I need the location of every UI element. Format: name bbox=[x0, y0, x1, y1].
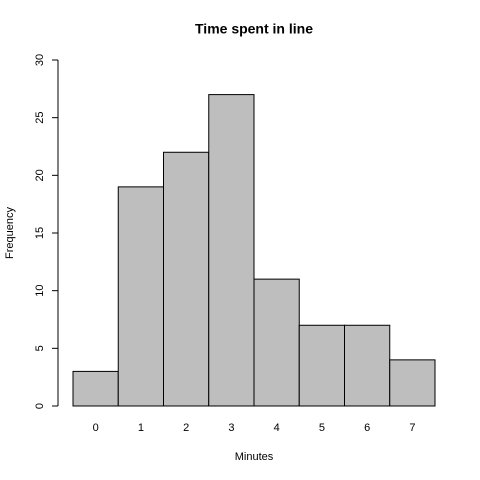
bar bbox=[163, 151, 210, 407]
x-tick-label: 5 bbox=[319, 422, 325, 434]
y-tick-label: 15 bbox=[34, 227, 46, 239]
y-tick-label: 30 bbox=[34, 54, 46, 66]
chart-title: Time spent in line bbox=[195, 21, 313, 37]
bar bbox=[208, 94, 255, 407]
bar bbox=[253, 278, 300, 407]
bar bbox=[389, 359, 436, 407]
x-tick-label: 2 bbox=[183, 422, 189, 434]
x-tick-label: 3 bbox=[228, 422, 234, 434]
y-axis-label: Frequency bbox=[4, 207, 16, 259]
y-tick-label: 0 bbox=[34, 403, 46, 409]
y-tick-label: 20 bbox=[34, 169, 46, 181]
x-tick-label: 4 bbox=[274, 422, 280, 434]
x-tick-label: 1 bbox=[138, 422, 144, 434]
bar bbox=[117, 186, 164, 407]
bar bbox=[298, 324, 345, 407]
x-tick-label: 6 bbox=[364, 422, 370, 434]
bar bbox=[344, 324, 391, 407]
x-axis-label: Minutes bbox=[235, 451, 274, 463]
bar bbox=[72, 370, 119, 407]
x-tick-label: 7 bbox=[409, 422, 415, 434]
y-tick-label: 5 bbox=[34, 345, 46, 351]
x-tick-label: 0 bbox=[93, 422, 99, 434]
y-tick-label: 10 bbox=[34, 285, 46, 297]
y-tick-label: 25 bbox=[34, 112, 46, 124]
